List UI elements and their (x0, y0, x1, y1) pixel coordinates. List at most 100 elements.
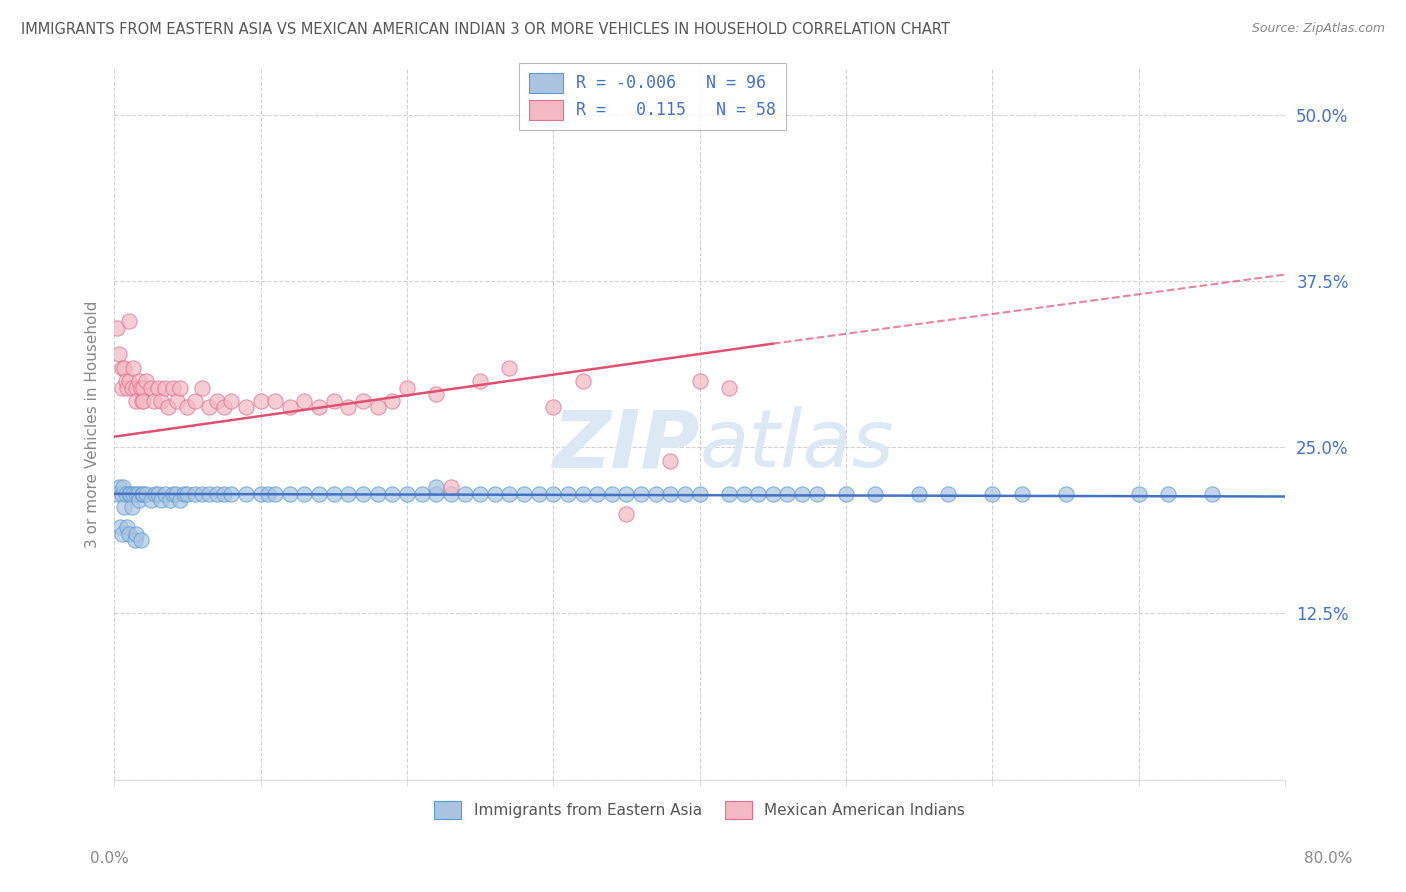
Point (176, 487, 198, 501)
Point (865, 487, 887, 501)
Point (198, 487, 221, 501)
Point (183, 487, 205, 501)
Point (132, 380, 155, 394)
Point (733, 487, 755, 501)
Point (776, 487, 799, 501)
Text: 0.0%: 0.0% (90, 852, 129, 866)
Point (381, 487, 404, 501)
Point (139, 380, 162, 394)
Point (468, 374, 491, 388)
Point (717, 380, 740, 394)
Point (616, 507, 638, 521)
Point (219, 393, 242, 408)
Point (278, 401, 301, 415)
Point (1128, 487, 1150, 501)
Point (124, 533, 146, 548)
Point (118, 314, 141, 328)
Point (107, 480, 129, 494)
Point (159, 493, 181, 508)
Point (118, 487, 141, 501)
Point (150, 493, 173, 508)
Point (337, 401, 360, 415)
Point (543, 487, 565, 501)
Point (105, 487, 128, 501)
Point (127, 487, 149, 501)
Point (543, 401, 565, 415)
Point (557, 487, 579, 501)
Point (139, 493, 162, 508)
Y-axis label: 3 or more Vehicles in Household: 3 or more Vehicles in Household (86, 301, 100, 548)
Point (155, 380, 177, 394)
Point (131, 393, 153, 408)
Point (131, 487, 153, 501)
Point (105, 320, 128, 334)
Point (205, 487, 228, 501)
Text: Source: ZipAtlas.com: Source: ZipAtlas.com (1251, 22, 1385, 36)
Point (135, 374, 157, 388)
Point (110, 487, 132, 501)
Point (425, 480, 447, 494)
Point (115, 487, 138, 501)
Point (1011, 487, 1033, 501)
Point (235, 401, 257, 415)
Point (115, 374, 138, 388)
Point (191, 487, 214, 501)
Point (150, 393, 173, 408)
Point (352, 393, 374, 408)
Point (143, 487, 166, 501)
Point (411, 487, 433, 501)
Point (122, 487, 145, 501)
Point (114, 500, 136, 515)
Point (395, 487, 418, 501)
Point (169, 493, 191, 508)
Point (425, 387, 447, 401)
Point (146, 380, 169, 394)
Point (219, 487, 242, 501)
Point (110, 360, 132, 375)
Point (108, 520, 131, 534)
Point (644, 487, 666, 501)
Point (118, 374, 141, 388)
Point (121, 380, 143, 394)
Point (125, 487, 148, 501)
Point (571, 374, 593, 388)
Point (600, 487, 623, 501)
Point (440, 480, 463, 494)
Point (128, 374, 150, 388)
Point (111, 480, 134, 494)
Point (132, 487, 155, 501)
Point (294, 393, 316, 408)
Text: ZIP: ZIP (553, 407, 700, 484)
Point (308, 401, 330, 415)
Point (367, 401, 389, 415)
Point (352, 487, 374, 501)
Text: atlas: atlas (700, 407, 894, 484)
Point (110, 526, 132, 541)
Point (513, 487, 536, 501)
Point (790, 487, 813, 501)
Point (212, 487, 235, 501)
Point (322, 487, 344, 501)
Point (129, 380, 152, 394)
Point (110, 380, 132, 394)
Point (659, 487, 682, 501)
Point (264, 393, 287, 408)
Point (249, 393, 271, 408)
Point (1157, 487, 1180, 501)
Point (367, 487, 389, 501)
Point (132, 393, 155, 408)
Point (454, 487, 477, 501)
Point (747, 487, 769, 501)
Point (981, 487, 1004, 501)
Point (120, 487, 142, 501)
Point (425, 487, 447, 501)
Point (114, 360, 136, 375)
Point (176, 401, 198, 415)
Point (1054, 487, 1077, 501)
Point (308, 487, 330, 501)
Point (173, 487, 195, 501)
Point (498, 360, 520, 375)
Point (381, 393, 404, 408)
Point (129, 533, 152, 548)
Point (198, 401, 221, 415)
